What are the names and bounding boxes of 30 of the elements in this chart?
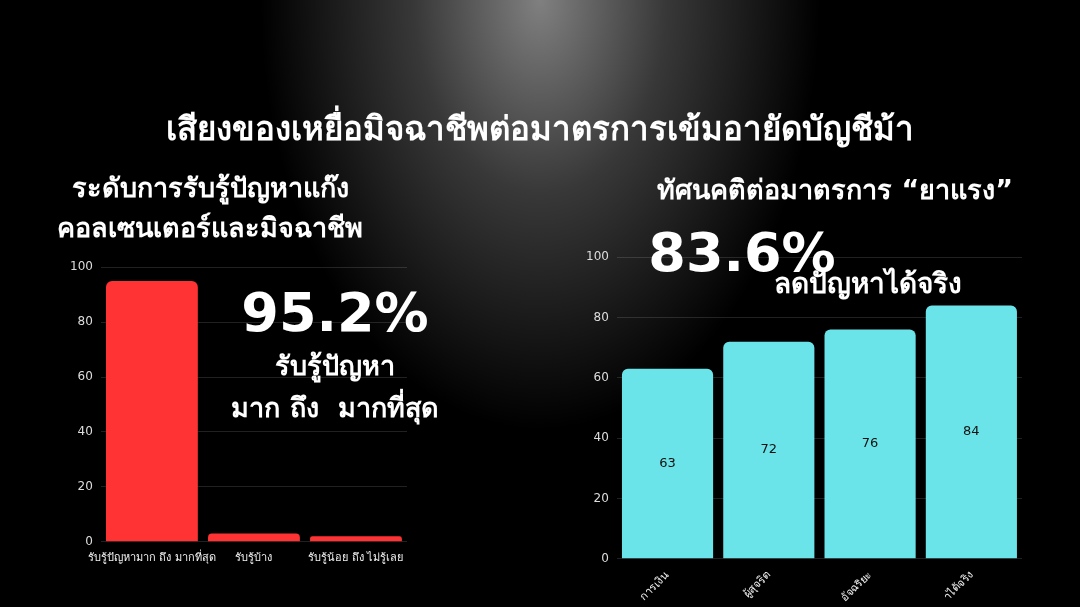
annotation: รับรู้ปัญหา <box>274 350 396 382</box>
data-label: 63 <box>659 454 676 470</box>
y-tick-label: 100 <box>70 259 93 274</box>
data-label: 72 <box>760 441 778 457</box>
y-tick-label: 80 <box>593 309 609 324</box>
chart-subtitle: ระดับการรับรู้ปัญหาแก๊ง คอลเซนเตอร์และมิจฉาชีพ <box>56 171 364 245</box>
bar <box>106 280 198 542</box>
annotation: 95.2% <box>240 280 430 345</box>
data-label: 84 <box>963 423 980 439</box>
bar <box>824 329 916 559</box>
x-tick-label: รับรู้น้อย ถึง ไม่รู้เลย <box>308 551 404 565</box>
y-tick-label: 40 <box>593 430 609 445</box>
x-tick-label: รับรู้ปัญหามาก ถึง มากที่สุด <box>87 549 216 565</box>
y-tick-label: 60 <box>77 369 93 384</box>
y-tick-label: 80 <box>77 314 93 329</box>
y-tick-label: 40 <box>77 424 93 439</box>
bar <box>723 341 815 559</box>
y-tick-label: 60 <box>593 369 609 384</box>
data-label: 76 <box>861 435 879 451</box>
chart-title: ทัศนคติต่อมาตรการ “ยาแรง” <box>656 173 1014 207</box>
x-tick-label: รับรู้บ้าง <box>235 551 273 565</box>
bar <box>925 305 1017 559</box>
y-tick-label: 20 <box>593 490 609 505</box>
y-tick-label: 0 <box>601 550 609 565</box>
bar <box>208 533 300 542</box>
y-tick-label: 20 <box>77 479 93 494</box>
y-tick-label: 0 <box>85 533 93 548</box>
bar <box>621 368 714 559</box>
bar <box>310 536 402 542</box>
y-tick-label: 100 <box>586 249 609 264</box>
